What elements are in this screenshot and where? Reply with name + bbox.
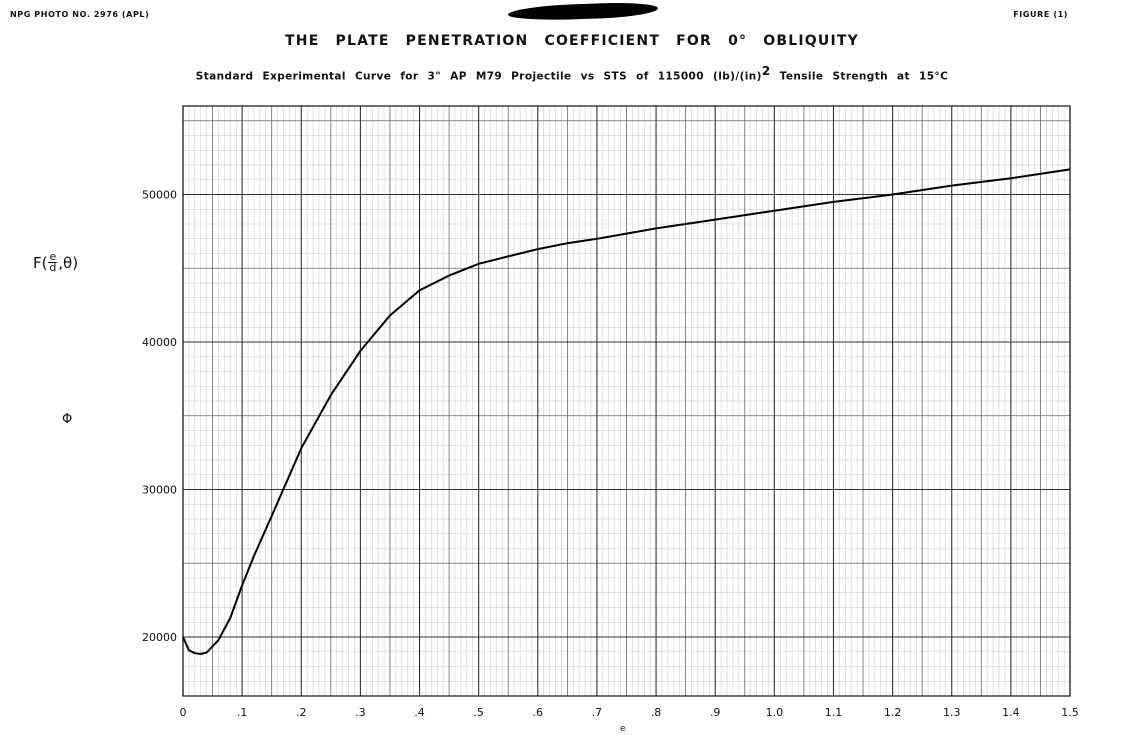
- x-tick-label: 1.1: [825, 706, 843, 719]
- x-tick-label: .3: [355, 706, 366, 719]
- x-tick-label: .8: [651, 706, 662, 719]
- x-tick-label: 1.4: [1002, 706, 1020, 719]
- x-tick-label: .4: [414, 706, 425, 719]
- figure-number: FIGURE (1): [1013, 10, 1068, 19]
- x-tick-labels: 0 .1 .2 .3 .4 .5 .6 .7 .8 .9 1.0 1.1 1.2 1.3 1.4 1.5: [180, 706, 1079, 719]
- x-tick-label: .1: [237, 706, 248, 719]
- series-line: [182, 168, 1071, 656]
- y-axis-function-label: F( e d ,θ): [33, 250, 79, 274]
- chart-subtitle: Standard Experimental Curve for 3" AP M7…: [0, 64, 1144, 83]
- x-tick-label: .7: [592, 706, 603, 719]
- x-tick-label: 0: [180, 706, 187, 719]
- y-label-fraction: e d: [48, 250, 58, 274]
- subtitle-superscript: 2: [761, 64, 771, 78]
- chart-title: THE PLATE PENETRATION COEFFICIENT FOR 0°…: [285, 33, 859, 49]
- subtitle-text: Standard Experimental Curve for 3" AP M7…: [195, 70, 762, 83]
- x-tick-label: 1.3: [943, 706, 961, 719]
- y-tick-label: 20000: [142, 631, 177, 644]
- y-label-fraction-denominator: d: [49, 261, 57, 274]
- photo-number: NPG PHOTO NO. 2976 (APL): [10, 10, 150, 19]
- x-tick-label: .9: [710, 706, 721, 719]
- y-tick-label: 50000: [142, 189, 177, 202]
- subtitle-text-end: Tensile Strength at 15°C: [770, 70, 949, 83]
- y-label-fraction-numerator: e: [48, 250, 58, 263]
- plot-frame: [182, 105, 1071, 697]
- x-axis-label: e: [620, 724, 626, 734]
- x-tick-label: 1.2: [884, 706, 902, 719]
- x-tick-label: 1.5: [1061, 706, 1079, 719]
- y-tick-label: 40000: [142, 336, 177, 349]
- y-tick-labels: 20000 30000 40000 50000: [142, 189, 177, 645]
- x-tick-label: 1.0: [766, 706, 784, 719]
- y-label-fn-start: F(: [33, 253, 48, 272]
- x-tick-label: .5: [473, 706, 484, 719]
- x-tick-label: .6: [533, 706, 544, 719]
- y-axis-symbol-label: Φ: [62, 412, 73, 427]
- x-tick-label: .2: [296, 706, 307, 719]
- grid-major: [182, 106, 1071, 696]
- y-tick-label: 30000: [142, 484, 177, 497]
- y-label-fn-end: ,θ): [58, 253, 79, 272]
- grid-mid: [183, 106, 1070, 696]
